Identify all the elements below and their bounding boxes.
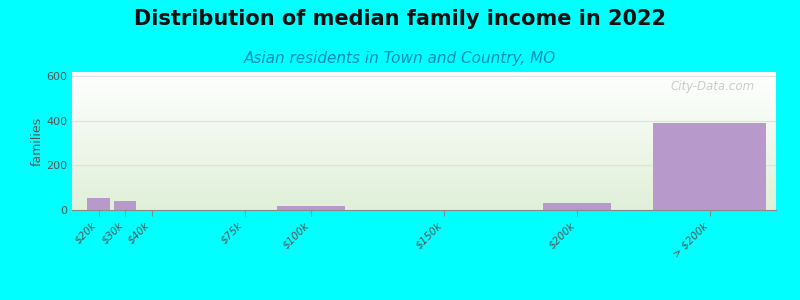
Text: Distribution of median family income in 2022: Distribution of median family income in …	[134, 9, 666, 29]
Bar	[543, 203, 610, 210]
Bar	[87, 198, 110, 210]
Text: City-Data.com: City-Data.com	[670, 80, 755, 93]
Bar	[653, 123, 766, 210]
Bar	[278, 206, 345, 210]
Bar	[114, 201, 137, 210]
Y-axis label: families: families	[30, 116, 43, 166]
Text: Asian residents in Town and Country, MO: Asian residents in Town and Country, MO	[244, 51, 556, 66]
